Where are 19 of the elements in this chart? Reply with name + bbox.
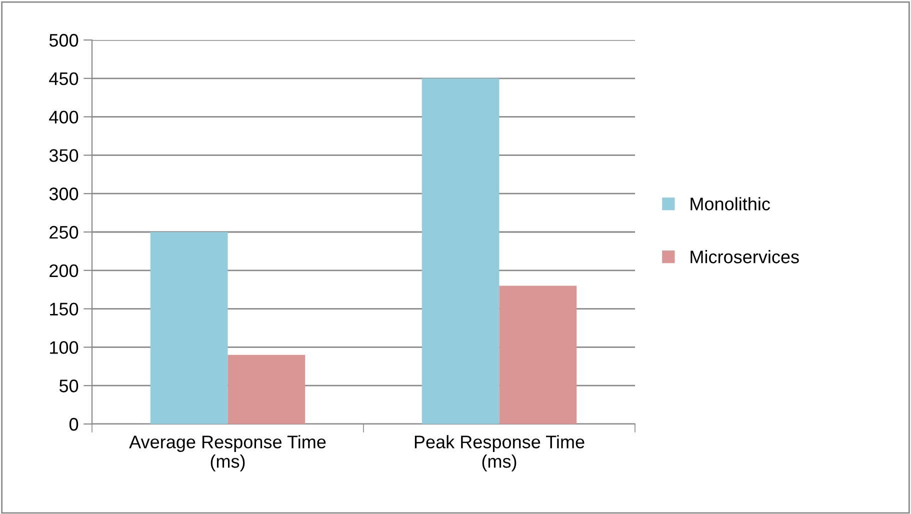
y-tick-label: 50 [59,380,78,392]
x-tick-label: Peak Response Time (ms) [414,435,584,472]
bar [422,78,500,424]
y-tick-label: 300 [49,188,78,200]
y-tick-label: 450 [49,72,78,86]
y-tick-label: 350 [49,149,78,162]
y-tick-label: 150 [50,302,78,316]
x-tick-label: Average Response Time (ms) [129,435,326,472]
y-tick-label: 250 [50,226,78,239]
legend-label: Monolithic [690,197,770,210]
y-tick-label: 200 [50,264,78,278]
y-tick-label: 500 [49,34,78,47]
legend-label: Microservices [690,250,799,264]
y-tick-label: 100 [50,341,78,354]
bar [499,286,577,424]
y-tick-label: 0 [69,418,78,431]
bar [228,354,306,424]
y-tick-label: 400 [49,110,78,124]
bar [150,232,228,424]
